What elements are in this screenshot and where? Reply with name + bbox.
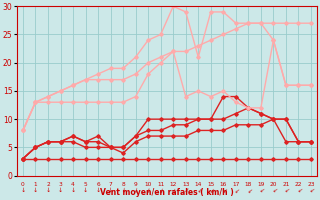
Text: ↓: ↓ <box>58 188 63 193</box>
Text: ↓: ↓ <box>95 188 101 193</box>
Text: ↓: ↓ <box>257 188 264 195</box>
Text: ↓: ↓ <box>270 188 277 195</box>
Text: ↓: ↓ <box>120 188 126 194</box>
Text: ↓: ↓ <box>20 188 26 193</box>
Text: ↓: ↓ <box>207 188 214 195</box>
Text: ↓: ↓ <box>83 188 88 193</box>
Text: ↓: ↓ <box>157 188 164 195</box>
Text: ↓: ↓ <box>170 188 177 195</box>
Text: ↓: ↓ <box>308 188 315 195</box>
Text: ↓: ↓ <box>132 188 139 194</box>
Text: ↓: ↓ <box>145 188 151 195</box>
Text: ↓: ↓ <box>295 188 302 195</box>
Text: ↓: ↓ <box>70 188 76 193</box>
Text: ↓: ↓ <box>195 188 202 195</box>
Text: ↓: ↓ <box>245 188 252 195</box>
Text: ↓: ↓ <box>45 188 51 193</box>
Text: ↓: ↓ <box>108 188 113 193</box>
Text: ↓: ↓ <box>182 188 189 195</box>
Text: ↓: ↓ <box>282 188 290 195</box>
Text: ↓: ↓ <box>232 188 239 195</box>
X-axis label: Vent moyen/en rafales ( km/h ): Vent moyen/en rafales ( km/h ) <box>100 188 234 197</box>
Text: ↓: ↓ <box>33 188 38 193</box>
Text: ↓: ↓ <box>220 188 227 195</box>
